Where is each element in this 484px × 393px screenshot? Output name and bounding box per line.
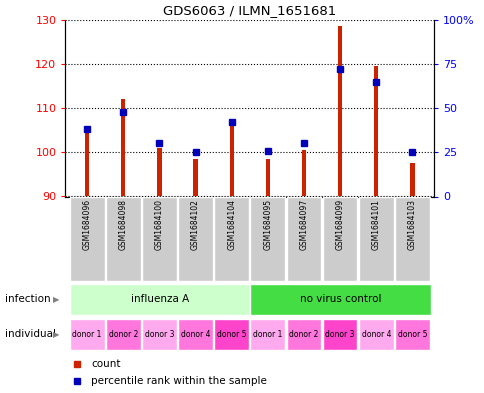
Bar: [250, 196, 285, 281]
Bar: [157, 148, 161, 196]
Bar: [142, 319, 176, 350]
Text: count: count: [91, 358, 121, 369]
Bar: [70, 319, 104, 350]
Text: donor 3: donor 3: [144, 330, 174, 339]
Text: GSM1684101: GSM1684101: [371, 199, 380, 250]
Text: ▶: ▶: [52, 330, 59, 339]
Bar: [250, 283, 430, 315]
Bar: [337, 26, 342, 196]
Text: donor 5: donor 5: [216, 330, 246, 339]
Text: GSM1684098: GSM1684098: [119, 199, 127, 250]
Bar: [358, 196, 393, 281]
Bar: [373, 66, 378, 196]
Bar: [286, 319, 321, 350]
Bar: [394, 196, 429, 281]
Text: donor 2: donor 2: [108, 330, 137, 339]
Text: GSM1684104: GSM1684104: [227, 199, 236, 250]
Bar: [322, 319, 357, 350]
Text: GSM1684102: GSM1684102: [191, 199, 200, 250]
Bar: [106, 319, 140, 350]
Text: GSM1684097: GSM1684097: [299, 199, 308, 250]
Text: GSM1684103: GSM1684103: [407, 199, 416, 250]
Text: donor 3: donor 3: [325, 330, 354, 339]
Text: GSM1684095: GSM1684095: [263, 199, 272, 250]
Text: percentile rank within the sample: percentile rank within the sample: [91, 376, 267, 386]
Bar: [70, 283, 250, 315]
Text: influenza A: influenza A: [131, 294, 189, 304]
Text: GSM1684099: GSM1684099: [335, 199, 344, 250]
Text: donor 2: donor 2: [288, 330, 318, 339]
Text: donor 4: donor 4: [361, 330, 390, 339]
Bar: [121, 99, 125, 196]
Bar: [265, 159, 270, 196]
Bar: [214, 319, 249, 350]
Bar: [70, 196, 104, 281]
Bar: [286, 196, 321, 281]
Bar: [322, 196, 357, 281]
Text: infection: infection: [5, 294, 50, 304]
Bar: [106, 196, 140, 281]
Text: donor 4: donor 4: [181, 330, 210, 339]
Text: donor 1: donor 1: [253, 330, 282, 339]
Bar: [394, 319, 429, 350]
Bar: [178, 319, 212, 350]
Text: ▶: ▶: [52, 295, 59, 303]
Bar: [85, 132, 89, 196]
Text: no virus control: no virus control: [300, 294, 381, 304]
Text: GSM1684096: GSM1684096: [82, 199, 91, 250]
Title: GDS6063 / ILMN_1651681: GDS6063 / ILMN_1651681: [163, 4, 336, 17]
Bar: [358, 319, 393, 350]
Bar: [229, 126, 233, 196]
Bar: [409, 163, 414, 196]
Bar: [142, 196, 176, 281]
Text: donor 1: donor 1: [72, 330, 102, 339]
Text: individual: individual: [5, 329, 56, 340]
Bar: [214, 196, 249, 281]
Text: GSM1684100: GSM1684100: [154, 199, 164, 250]
Bar: [193, 159, 197, 196]
Bar: [178, 196, 212, 281]
Bar: [301, 150, 305, 196]
Text: donor 5: donor 5: [397, 330, 426, 339]
Bar: [250, 319, 285, 350]
